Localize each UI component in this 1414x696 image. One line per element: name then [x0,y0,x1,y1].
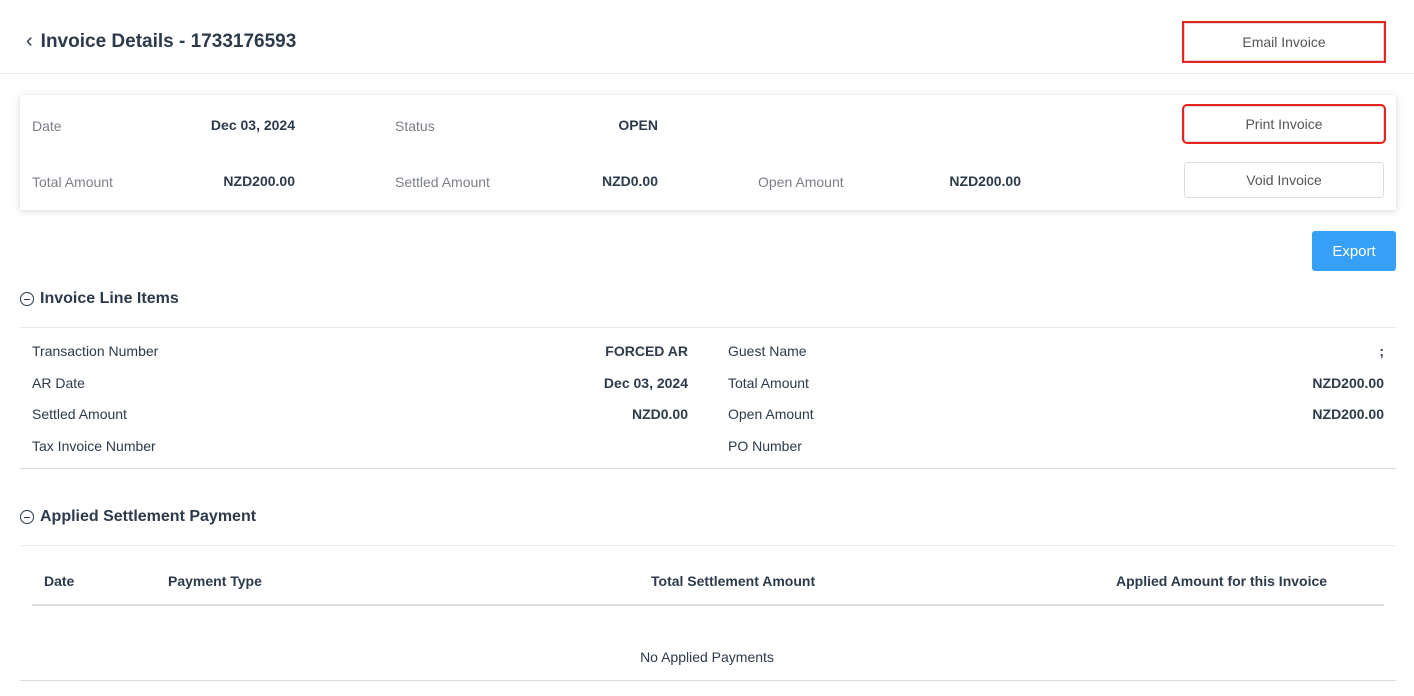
po-number-label: PO Number [728,438,802,454]
open-amount-label: Open Amount [728,406,814,422]
settled-amount-value: NZD0.00 [631,406,688,422]
header-divider [0,73,1414,74]
transaction-number-label: Transaction Number [32,343,159,359]
invoice-summary-card: Date Dec 03, 2024 Status OPEN Total Amou… [20,95,1396,210]
tax-invoice-number-label: Tax Invoice Number [32,438,156,454]
total-amount-value: NZD200.00 [223,173,295,189]
applied-settlement-header: Applied Settlement Payment [20,508,256,526]
page-title-bar: ‹ Invoice Details - 1733176593 [26,30,296,53]
total-amount-label: Total Amount [32,174,113,190]
page-title: Invoice Details - 1733176593 [40,30,297,52]
divider [20,468,1396,469]
status-value: OPEN [618,117,658,133]
transaction-number-value: FORCED AR [605,343,688,359]
total-amount-value: NZD200.00 [1312,375,1384,391]
empty-table-message: No Applied Payments [640,649,774,665]
open-amount-value: NZD200.00 [1312,406,1384,422]
invoice-line-items-header: Invoice Line Items [20,290,179,308]
collapse-icon[interactable] [20,292,34,306]
email-invoice-button[interactable]: Email Invoice [1182,21,1386,63]
column-header-date: Date [44,573,75,589]
ar-date-value: Dec 03, 2024 [603,375,688,391]
section-title: Applied Settlement Payment [40,508,257,525]
back-chevron-icon[interactable]: ‹ [26,30,33,52]
column-header-payment-type: Payment Type [168,573,262,589]
open-amount-label: Open Amount [758,174,844,190]
ar-date-label: AR Date [32,375,85,391]
open-amount-value: NZD200.00 [949,173,1021,189]
print-invoice-button[interactable]: Print Invoice [1182,104,1386,144]
column-header-applied-amount: Applied Amount for this Invoice [1116,573,1328,589]
guest-name-label: Guest Name [728,343,807,359]
section-title: Invoice Line Items [40,290,179,307]
divider [20,680,1396,681]
table-header-divider [32,604,1384,606]
divider [20,545,1396,546]
divider [20,327,1396,328]
status-label: Status [395,118,435,134]
settled-amount-label: Settled Amount [32,406,127,422]
column-header-total-settlement: Total Settlement Amount [651,573,816,589]
settled-amount-label: Settled Amount [395,174,490,190]
total-amount-label: Total Amount [728,375,809,391]
date-label: Date [32,118,62,134]
collapse-icon[interactable] [20,510,34,524]
export-button[interactable]: Export [1312,231,1396,271]
date-value: Dec 03, 2024 [210,117,295,133]
guest-name-value: ; [1379,343,1384,359]
void-invoice-button[interactable]: Void Invoice [1184,162,1384,198]
settled-amount-value: NZD0.00 [601,173,658,189]
